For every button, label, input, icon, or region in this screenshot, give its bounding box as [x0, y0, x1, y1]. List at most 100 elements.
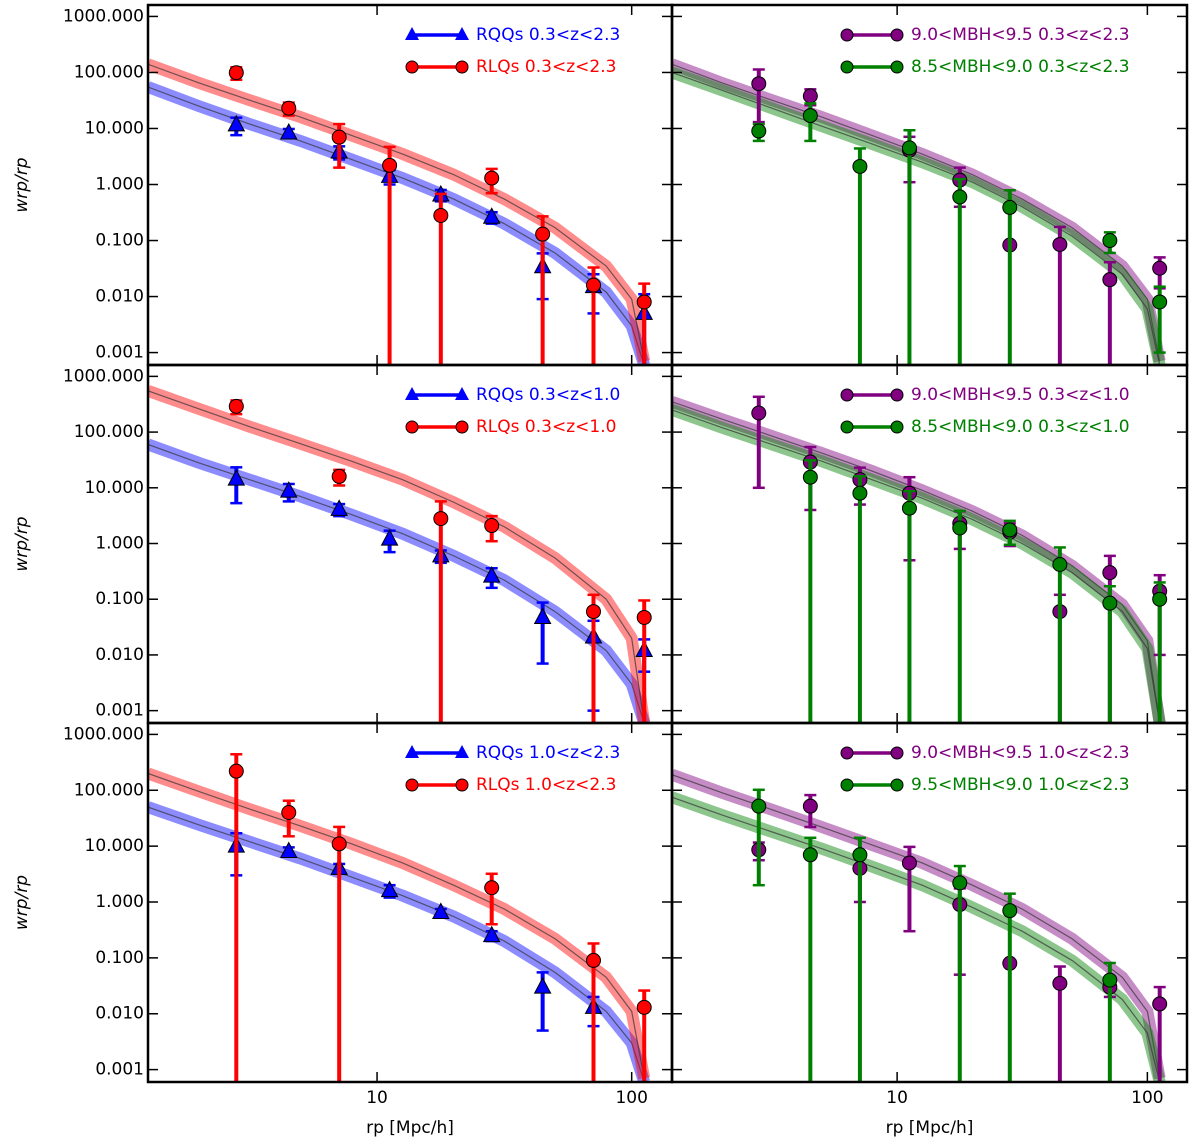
marker — [1052, 975, 1068, 991]
marker — [585, 604, 601, 620]
y-axis-label: wrp/rp — [12, 516, 32, 571]
plot-area — [672, 58, 1168, 365]
marker — [852, 158, 868, 174]
legend-marker — [455, 27, 469, 40]
marker — [852, 847, 868, 863]
marker — [281, 100, 297, 116]
model-line — [672, 409, 1161, 723]
marker — [952, 189, 968, 205]
marker — [482, 925, 501, 943]
y-tick-label: 0.001 — [95, 343, 144, 363]
marker — [281, 805, 297, 821]
legend-marker — [890, 388, 904, 402]
y-tick-label: 10.000 — [85, 478, 144, 498]
marker — [802, 798, 818, 814]
marker — [433, 511, 449, 527]
marker — [228, 65, 244, 81]
model-band — [672, 58, 1166, 363]
model-line — [148, 63, 645, 362]
marker — [1052, 556, 1068, 572]
x-tick-label: 10 — [886, 1088, 908, 1108]
marker — [1152, 294, 1168, 310]
model-line — [148, 806, 645, 1082]
marker — [1002, 522, 1018, 538]
marker — [380, 529, 399, 546]
legend-marker — [455, 745, 469, 758]
y-tick-label: 1.000 — [95, 175, 144, 195]
marker — [585, 277, 601, 293]
x-tick-label: 100 — [615, 1088, 647, 1108]
marker — [533, 607, 552, 624]
marker — [380, 880, 399, 898]
y-tick-label: 0.100 — [95, 231, 144, 251]
marker — [802, 847, 818, 863]
y-axis-label: wrp/rp — [12, 875, 32, 930]
marker — [1102, 595, 1118, 611]
marker — [901, 500, 917, 516]
legend-marker — [455, 420, 469, 434]
legend-label: RLQs 1.0<z<2.3 — [476, 775, 616, 795]
model-band — [672, 404, 1166, 723]
x-tick-label: 100 — [1131, 1088, 1163, 1108]
model-band — [672, 66, 1166, 365]
model-line — [148, 390, 645, 723]
legend-marker — [840, 388, 854, 402]
marker — [952, 520, 968, 536]
marker — [751, 76, 767, 92]
plot-area — [672, 395, 1168, 723]
model-band — [148, 767, 651, 1080]
marker — [279, 841, 298, 859]
legend-label: RQQs 0.3<z<2.3 — [476, 25, 620, 45]
y-tick-label: 100.000 — [74, 780, 144, 800]
legend-marker — [405, 27, 419, 40]
marker — [952, 875, 968, 891]
y-tick-label: 0.010 — [95, 287, 144, 307]
marker — [482, 207, 501, 224]
marker — [585, 952, 601, 968]
marker — [1002, 903, 1018, 919]
legend-label: 9.0<MBH<9.5 0.3<z<2.3 — [911, 25, 1130, 45]
model-band — [148, 81, 650, 365]
marker — [330, 499, 349, 516]
marker — [331, 836, 347, 852]
plot-area — [672, 769, 1168, 1082]
legend-label: 9.5<MBH<9.0 1.0<z<2.3 — [911, 775, 1130, 795]
marker — [901, 140, 917, 156]
marker — [1152, 591, 1168, 607]
legend-label: 8.5<MBH<9.0 0.3<z<1.0 — [911, 417, 1130, 437]
marker — [382, 157, 398, 173]
marker — [482, 566, 501, 583]
y-tick-label: 0.001 — [95, 701, 144, 721]
marker — [228, 763, 244, 779]
legend-label: RLQs 0.3<z<1.0 — [476, 417, 616, 437]
legend-marker — [840, 746, 854, 760]
y-tick-label: 0.010 — [95, 1004, 144, 1024]
y-tick-label: 100.000 — [74, 62, 144, 82]
marker — [1002, 199, 1018, 215]
legend-label: RQQs 0.3<z<1.0 — [476, 385, 620, 405]
legend-marker — [405, 387, 419, 400]
y-tick-label: 10.000 — [85, 836, 144, 856]
y-tick-label: 1000.000 — [63, 724, 144, 744]
marker — [636, 999, 652, 1015]
marker — [1102, 272, 1118, 288]
marker — [901, 855, 917, 871]
legend-marker — [840, 28, 854, 42]
x-axis-label: rp [Mpc/h] — [886, 1118, 974, 1138]
marker — [1152, 996, 1168, 1012]
y-tick-label: 0.010 — [95, 645, 144, 665]
x-tick-label: 10 — [366, 1088, 388, 1108]
marker — [1102, 233, 1118, 249]
legend-marker — [405, 60, 419, 74]
legend-marker — [840, 778, 854, 792]
marker — [484, 880, 500, 896]
marker — [535, 226, 551, 242]
y-tick-label: 0.100 — [95, 589, 144, 609]
marker — [802, 88, 818, 104]
legend-marker — [455, 60, 469, 74]
marker — [279, 481, 298, 498]
legend-label: RQQs 1.0<z<2.3 — [476, 743, 620, 763]
marker — [227, 469, 246, 486]
marker — [484, 170, 500, 186]
